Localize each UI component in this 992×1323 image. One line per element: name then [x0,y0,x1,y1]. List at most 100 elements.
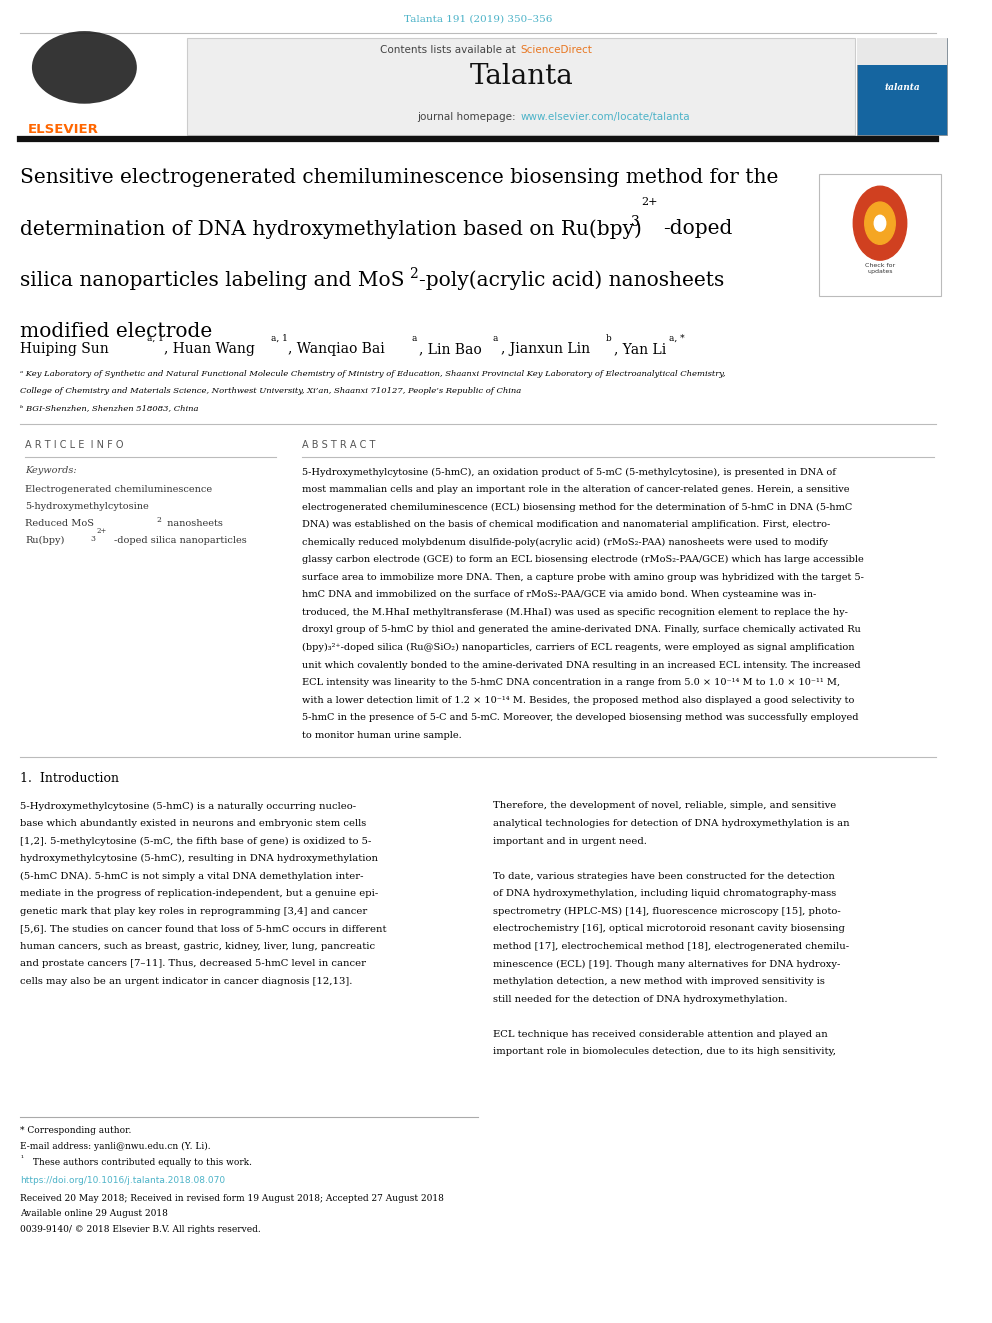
Text: chemically reduced molybdenum disulfide-poly(acrylic acid) (rMoS₂-PAA) nanosheet: chemically reduced molybdenum disulfide-… [302,537,828,546]
Text: journal homepage:: journal homepage: [418,112,520,122]
Text: 2+: 2+ [97,527,107,534]
Text: To date, various strategies have been constructed for the detection: To date, various strategies have been co… [493,872,834,881]
Text: , Yan Li: , Yan Li [614,343,666,356]
Text: Therefore, the development of novel, reliable, simple, and sensitive: Therefore, the development of novel, rel… [493,802,836,811]
Text: a: a [493,335,498,343]
Text: spectrometry (HPLC-MS) [14], fluorescence microscopy [15], photo-: spectrometry (HPLC-MS) [14], fluorescenc… [493,906,840,916]
Text: 5-Hydroxymethylcytosine (5-hmC), an oxidation product of 5-mC (5-methylcytosine): 5-Hydroxymethylcytosine (5-hmC), an oxid… [302,467,836,476]
Text: important role in biomolecules detection, due to its high sensitivity,: important role in biomolecules detection… [493,1048,835,1056]
Text: talanta: talanta [884,83,920,91]
Text: glassy carbon electrode (GCE) to form an ECL biosensing electrode (rMoS₂-PAA/GCE: glassy carbon electrode (GCE) to form an… [302,556,864,565]
Text: still needed for the detection of DNA hydroxymethylation.: still needed for the detection of DNA hy… [493,995,788,1004]
Text: most mammalian cells and play an important role in the alteration of cancer-rela: most mammalian cells and play an importa… [302,486,849,493]
Text: 3: 3 [90,534,95,542]
Ellipse shape [32,32,137,103]
FancyBboxPatch shape [819,175,941,296]
Text: A B S T R A C T: A B S T R A C T [302,439,375,450]
Text: Reduced MoS: Reduced MoS [25,519,94,528]
Text: troduced, the M.HhaI methyltransferase (M.HhaI) was used as specific recognition: troduced, the M.HhaI methyltransferase (… [302,607,848,617]
Text: modified electrode: modified electrode [21,323,212,341]
Text: Check for
updates: Check for updates [865,263,895,274]
Text: base which abundantly existed in neurons and embryonic stem cells: base which abundantly existed in neurons… [21,819,367,828]
Text: ScienceDirect: ScienceDirect [521,45,592,56]
Text: unit which covalently bonded to the amine-derivated DNA resulting in an increase: unit which covalently bonded to the amin… [302,660,860,669]
Text: (bpy)₃²⁺-doped silica (Ru@SiO₂) nanoparticles, carriers of ECL reagents, were em: (bpy)₃²⁺-doped silica (Ru@SiO₂) nanopart… [302,643,854,652]
Text: electrogenerated chemiluminescence (ECL) biosensing method for the determination: electrogenerated chemiluminescence (ECL)… [302,503,852,512]
Text: [5,6]. The studies on cancer found that loss of 5-hmC occurs in different: [5,6]. The studies on cancer found that … [21,925,387,933]
Text: mediate in the progress of replication-independent, but a genuine epi-: mediate in the progress of replication-i… [21,889,379,898]
Text: analytical technologies for detection of DNA hydroxymethylation is an: analytical technologies for detection of… [493,819,849,828]
Circle shape [865,202,895,245]
Text: with a lower detection limit of 1.2 × 10⁻¹⁴ M. Besides, the proposed method also: with a lower detection limit of 1.2 × 10… [302,696,854,705]
FancyBboxPatch shape [187,38,855,135]
Text: Keywords:: Keywords: [25,466,76,475]
Text: -doped silica nanoparticles: -doped silica nanoparticles [114,536,247,545]
Text: https://doi.org/10.1016/j.talanta.2018.08.070: https://doi.org/10.1016/j.talanta.2018.0… [21,1176,225,1185]
Text: -poly(acrylic acid) nanosheets: -poly(acrylic acid) nanosheets [420,271,724,290]
Text: silica nanoparticles labeling and MoS: silica nanoparticles labeling and MoS [21,271,405,290]
Text: 5-hydroxymethylcytosine: 5-hydroxymethylcytosine [25,501,149,511]
Text: www.elsevier.com/locate/talanta: www.elsevier.com/locate/talanta [521,112,690,122]
Text: nanosheets: nanosheets [164,519,222,528]
Text: a: a [412,335,417,343]
FancyBboxPatch shape [857,38,946,65]
Text: to monitor human urine sample.: to monitor human urine sample. [302,730,461,740]
Text: E-mail address: yanli@nwu.edu.cn (Y. Li).: E-mail address: yanli@nwu.edu.cn (Y. Li)… [21,1142,211,1151]
Text: a, *: a, * [670,335,684,343]
Text: b: b [606,335,612,343]
Text: ᵇ BGI-Shenzhen, Shenzhen 518083, China: ᵇ BGI-Shenzhen, Shenzhen 518083, China [21,404,199,411]
Text: human cancers, such as breast, gastric, kidney, liver, lung, pancreatic: human cancers, such as breast, gastric, … [21,942,376,951]
Text: electrochemistry [16], optical microtoroid resonant cavity biosensing: electrochemistry [16], optical microtoro… [493,925,844,933]
Text: of DNA hydroxymethylation, including liquid chromatography-mass: of DNA hydroxymethylation, including liq… [493,889,836,898]
Text: a, 1: a, 1 [272,335,289,343]
Text: a, 1: a, 1 [148,335,165,343]
Text: Available online 29 August 2018: Available online 29 August 2018 [21,1209,169,1218]
Text: hmC DNA and immobilized on the surface of rMoS₂-PAA/GCE via amido bond. When cys: hmC DNA and immobilized on the surface o… [302,590,816,599]
Text: 3: 3 [631,216,640,229]
Text: 2: 2 [157,516,162,524]
Text: DNA) was established on the basis of chemical modification and nanomaterial ampl: DNA) was established on the basis of che… [302,520,830,529]
Text: and prostate cancers [7–11]. Thus, decreased 5-hmC level in cancer: and prostate cancers [7–11]. Thus, decre… [21,959,366,968]
Text: These authors contributed equally to this work.: These authors contributed equally to thi… [30,1158,252,1167]
Text: * Corresponding author.: * Corresponding author. [21,1126,132,1135]
Text: Contents lists available at: Contents lists available at [380,45,520,56]
Text: 5-hmC in the presence of 5-C and 5-mC. Moreover, the developed biosensing method: 5-hmC in the presence of 5-C and 5-mC. M… [302,713,858,722]
Text: (5-hmC DNA). 5-hmC is not simply a vital DNA demethylation inter-: (5-hmC DNA). 5-hmC is not simply a vital… [21,872,364,881]
Circle shape [853,187,907,261]
Text: Received 20 May 2018; Received in revised form 19 August 2018; Accepted 27 Augus: Received 20 May 2018; Received in revise… [21,1193,444,1203]
Text: Ru(bpy): Ru(bpy) [25,536,64,545]
Text: ECL intensity was linearity to the 5-hmC DNA concentration in a range from 5.0 ×: ECL intensity was linearity to the 5-hmC… [302,679,840,687]
Text: [1,2]. 5-methylcytosine (5-mC, the fifth base of gene) is oxidized to 5-: [1,2]. 5-methylcytosine (5-mC, the fifth… [21,836,372,845]
Text: 2+: 2+ [642,197,658,206]
Text: method [17], electrochemical method [18], electrogenerated chemilu-: method [17], electrochemical method [18]… [493,942,849,951]
Text: 1.  Introduction: 1. Introduction [21,773,119,786]
Circle shape [874,216,886,232]
Text: Sensitive electrogenerated chemiluminescence biosensing method for the: Sensitive electrogenerated chemiluminesc… [21,168,779,187]
Text: hydroxymethylcytosine (5-hmC), resulting in DNA hydroxymethylation: hydroxymethylcytosine (5-hmC), resulting… [21,855,379,863]
Text: important and in urgent need.: important and in urgent need. [493,836,647,845]
FancyBboxPatch shape [21,38,185,135]
Text: Talanta: Talanta [469,64,573,90]
Text: minescence (ECL) [19]. Though many alternatives for DNA hydroxy-: minescence (ECL) [19]. Though many alter… [493,959,840,968]
Text: droxyl group of 5-hmC by thiol and generated the amine-derivated DNA. Finally, s: droxyl group of 5-hmC by thiol and gener… [302,626,861,635]
Text: , Lin Bao: , Lin Bao [420,343,482,356]
Text: , Huan Wang: , Huan Wang [164,343,254,356]
Text: 2: 2 [409,267,418,280]
Text: surface area to immobilize more DNA. Then, a capture probe with amino group was : surface area to immobilize more DNA. The… [302,573,864,582]
Text: ᵃ Key Laboratory of Synthetic and Natural Functional Molecule Chemistry of Minis: ᵃ Key Laboratory of Synthetic and Natura… [21,369,726,378]
FancyBboxPatch shape [857,38,946,135]
Text: 0039-9140/ © 2018 Elsevier B.V. All rights reserved.: 0039-9140/ © 2018 Elsevier B.V. All righ… [21,1225,261,1234]
Text: ¹: ¹ [21,1155,24,1163]
Text: Talanta 191 (2019) 350–356: Talanta 191 (2019) 350–356 [404,15,553,24]
Text: determination of DNA hydroxymethylation based on Ru(bpy): determination of DNA hydroxymethylation … [21,220,643,239]
Text: A R T I C L E  I N F O: A R T I C L E I N F O [25,439,124,450]
Text: methylation detection, a new method with improved sensitivity is: methylation detection, a new method with… [493,976,824,986]
Text: College of Chemistry and Materials Science, Northwest University, Xi’an, Shaanxi: College of Chemistry and Materials Scien… [21,386,522,394]
Text: ELSEVIER: ELSEVIER [28,123,99,136]
Text: -doped: -doped [664,220,733,238]
Text: ECL technique has received considerable attention and played an: ECL technique has received considerable … [493,1029,827,1039]
Text: , Jianxun Lin: , Jianxun Lin [501,343,590,356]
Text: 5-Hydroxymethylcytosine (5-hmC) is a naturally occurring nucleo-: 5-Hydroxymethylcytosine (5-hmC) is a nat… [21,802,356,811]
Text: Electrogenerated chemiluminescence: Electrogenerated chemiluminescence [25,484,212,493]
Text: cells may also be an urgent indicator in cancer diagnosis [12,13].: cells may also be an urgent indicator in… [21,976,353,986]
